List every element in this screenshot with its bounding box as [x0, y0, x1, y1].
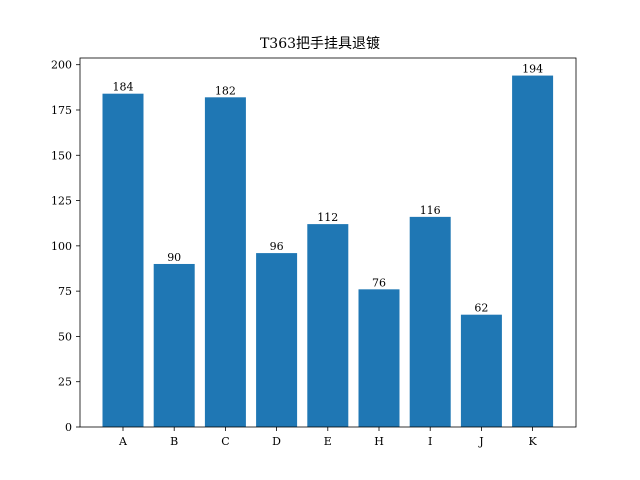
bar-c [204, 97, 246, 427]
data-label-a: 184 [113, 81, 134, 94]
data-label-d: 96 [270, 240, 284, 253]
y-tick-label-200: 200 [51, 59, 72, 72]
bar-k [512, 75, 554, 427]
data-label-j: 62 [474, 302, 488, 315]
y-tick-label-50: 50 [58, 330, 72, 343]
y-tick-label-25: 25 [58, 376, 72, 389]
data-label-i: 116 [420, 204, 441, 217]
axes-frame [79, 57, 577, 428]
x-tick-label-d: D [272, 435, 281, 448]
x-tick-label-c: C [221, 435, 229, 448]
bar-h [358, 289, 400, 427]
bar-e [307, 224, 349, 427]
bar-j [460, 314, 502, 427]
data-label-e: 112 [317, 211, 338, 224]
chart-title: T363把手挂具退镀 [260, 35, 380, 52]
x-tick-label-a: A [118, 435, 128, 448]
x-tick-label-e: E [324, 435, 332, 448]
y-tick-label-75: 75 [58, 285, 72, 298]
y-tick-label-175: 175 [51, 104, 72, 117]
plot-area: 184 A 90 B 182 C 96 D 112 E 76 H 116 I 62 J 194 K 0 25 50 75 1… [51, 57, 577, 448]
y-tick-label-125: 125 [51, 195, 72, 208]
x-tick-label-k: K [528, 435, 537, 448]
bar-d [256, 253, 298, 427]
data-label-b: 90 [167, 251, 181, 264]
y-tick-label-150: 150 [51, 149, 72, 162]
bar-a [102, 93, 144, 427]
x-tick-label-h: H [374, 435, 384, 448]
x-tick-label-i: I [428, 435, 432, 448]
y-tick-label-100: 100 [51, 240, 72, 253]
data-label-h: 76 [372, 276, 386, 289]
y-tick-label-0: 0 [65, 421, 72, 434]
data-label-k: 194 [522, 63, 543, 76]
x-tick-label-b: B [170, 435, 178, 448]
bar-b [153, 263, 195, 427]
bar-i [409, 216, 451, 427]
data-label-c: 182 [215, 84, 236, 97]
x-tick-label-j: J [478, 435, 483, 448]
